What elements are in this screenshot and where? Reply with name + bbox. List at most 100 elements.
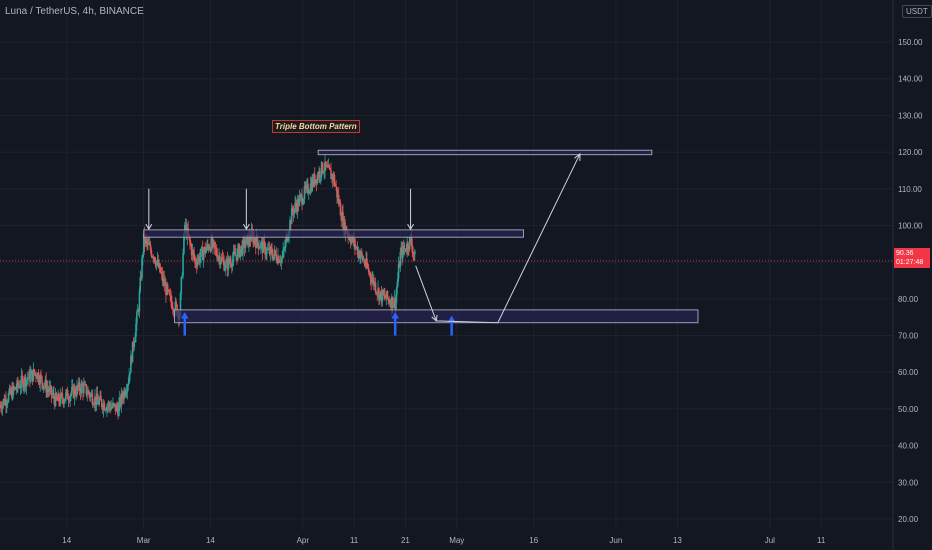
candle-body (282, 249, 284, 258)
candle-body (319, 176, 322, 178)
candle-body (408, 237, 411, 250)
candle-body (312, 178, 314, 185)
zones (143, 149, 699, 324)
candle-body (411, 245, 414, 253)
candle-body (364, 263, 367, 266)
price-tick-label: 130.00 (898, 111, 923, 120)
candle-body (392, 305, 395, 308)
candle-body (233, 251, 236, 253)
candle-body (361, 251, 363, 256)
candle-body (77, 382, 80, 389)
candle-body (313, 174, 315, 185)
candle-body (136, 311, 138, 324)
candle-body (383, 294, 385, 296)
candle-body (281, 257, 284, 258)
candle-body (87, 390, 89, 395)
down-arrow-1-head (145, 223, 153, 231)
resistance-zone[interactable] (143, 229, 524, 238)
candle-body (295, 203, 297, 207)
time-tick-label: 14 (62, 536, 71, 545)
candle-body (63, 400, 65, 404)
candle-body (112, 402, 115, 405)
candle-body (118, 397, 121, 404)
candle-body (290, 208, 293, 225)
candle-body (24, 376, 27, 387)
candle-body (65, 392, 67, 400)
candle-body (325, 161, 327, 167)
candle-body (81, 383, 83, 386)
candle-body (374, 282, 377, 293)
candle-body (248, 235, 251, 241)
time-tick-label: Jul (765, 536, 775, 545)
candle-body (257, 242, 260, 249)
candle-body (379, 291, 382, 294)
candle-body (130, 355, 132, 373)
candle-body (45, 379, 47, 393)
candle-body (321, 162, 324, 173)
candle-body (133, 342, 136, 347)
candle-body (352, 236, 355, 244)
candle-body (373, 282, 376, 286)
candle-body (302, 198, 305, 203)
candle-body (244, 244, 247, 249)
candle-body (327, 165, 330, 168)
candle-body (309, 183, 312, 193)
candle-body (162, 278, 165, 282)
candle-body (142, 233, 145, 255)
candle-body (83, 384, 85, 393)
candle-body (134, 336, 136, 343)
candle-body (307, 193, 310, 195)
candle-body (207, 243, 209, 247)
candle-body (193, 253, 195, 260)
candle-body (264, 243, 266, 255)
candle-body (305, 184, 308, 189)
candle-body (296, 206, 298, 212)
candle-body (249, 240, 252, 242)
candle-body (330, 169, 332, 180)
candle-body (225, 259, 228, 263)
candle-body (290, 220, 292, 225)
candle-body (59, 401, 61, 404)
candle-body (323, 170, 325, 172)
candle-body (255, 235, 258, 248)
candle-body (179, 293, 182, 316)
candle-body (55, 393, 58, 399)
candle-body (230, 262, 232, 266)
candle-body (64, 399, 66, 401)
candle-body (391, 296, 394, 308)
candle-body (228, 258, 231, 263)
price-axis[interactable]: 20.0030.0040.0050.0060.0070.0080.0090.00… (892, 0, 932, 550)
candle-body (271, 249, 273, 256)
candle-body (1, 403, 4, 410)
candle-body (70, 393, 72, 397)
down-arrow-2-head (242, 223, 250, 231)
candle-body (80, 383, 83, 394)
candle-body (298, 196, 301, 206)
candle-body (386, 291, 389, 299)
candle-body (229, 262, 231, 264)
candle-body (389, 302, 391, 304)
target-zone[interactable] (317, 149, 653, 156)
candle-body (372, 277, 374, 280)
candles (0, 155, 416, 420)
candle-body (153, 257, 155, 259)
candle-body (171, 308, 174, 310)
candle-body (211, 238, 213, 247)
price-tick-label: 70.00 (898, 332, 919, 341)
candle-body (77, 385, 79, 389)
candle-body (336, 187, 338, 198)
support-zone[interactable] (173, 309, 699, 324)
currency-button[interactable]: USDT (902, 5, 932, 18)
candle-body (164, 283, 166, 286)
candle-body (148, 242, 150, 245)
time-axis[interactable]: 14 Mar 14 Apr 11 21 May 16 Jun 13 Jul 11 (62, 536, 826, 545)
candle-body (161, 272, 164, 282)
candle-body (14, 387, 17, 390)
candle-body (289, 220, 291, 233)
candle-body (123, 390, 125, 400)
candle-body (377, 288, 379, 294)
candle-body (11, 389, 13, 399)
candle-body (376, 292, 379, 294)
candle-body (308, 192, 311, 194)
